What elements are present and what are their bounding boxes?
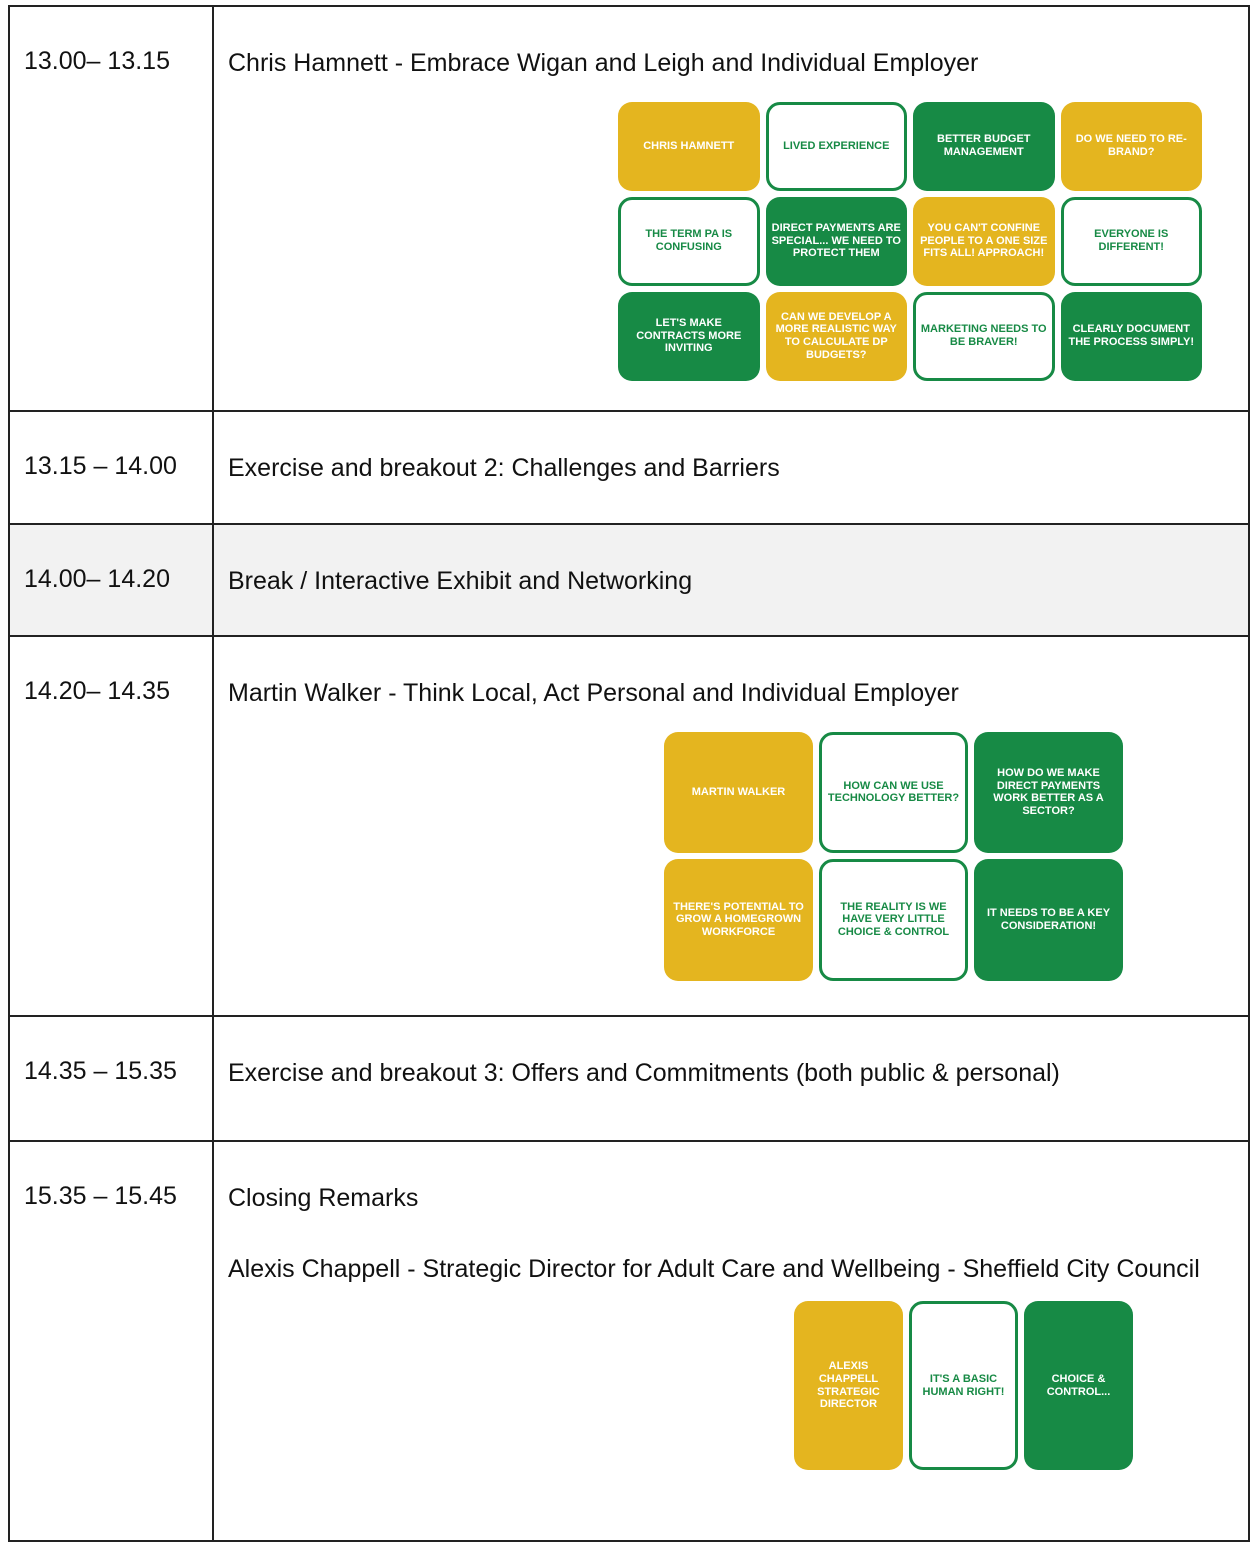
illustration-label: EVERYONE IS DIFFERENT!	[1060, 196, 1202, 286]
illustration: ALEXIS CHAPPELL STRATEGIC DIRECTOR IT'S A…	[786, 1293, 1141, 1478]
time-cell: 14.35 – 15.35	[8, 1015, 214, 1142]
agenda-row: 14.00– 14.20 Break / Interactive Exhibit …	[8, 522, 1250, 637]
illustration-label: DO WE NEED TO RE-BRAND?	[1060, 101, 1202, 191]
session-text: Chris Hamnett - Embrace Wigan and Leigh …	[228, 49, 979, 77]
illustration: CHRIS HAMNETT LIVED EXPERIENCE BETTER BUDG…	[610, 93, 1210, 389]
content-cell: Martin Walker - Think Local, Act Persona…	[212, 635, 1250, 1017]
session-text: Exercise and breakout 2: Challenges and …	[228, 454, 780, 482]
content-cell: Closing Remarks Alexis Chappell - Strateg…	[212, 1140, 1250, 1542]
illustration-label: MARTIN WALKER	[664, 731, 813, 853]
agenda-row: 14.20– 14.35 Martin Walker - Think Local,…	[8, 635, 1250, 1017]
session-text: Closing Remarks	[228, 1184, 419, 1212]
session-text: Exercise and breakout 3: Offers and Comm…	[228, 1059, 1060, 1087]
session-text: Martin Walker - Think Local, Act Persona…	[228, 679, 959, 707]
illustration-label: HOW DO WE MAKE DIRECT PAYMENTS WORK BETT…	[974, 731, 1123, 853]
illustration-label: THERE'S POTENTIAL TO GROW A HOMEGROWN WO…	[664, 859, 813, 981]
illustration-label: CHOICE & CONTROL...	[1024, 1301, 1133, 1470]
illustration-label: THE TERM PA IS CONFUSING	[618, 196, 760, 286]
agenda-row: 13.00– 13.15 Chris Hamnett - Embrace Wiga…	[8, 5, 1250, 412]
agenda-table: 13.00– 13.15 Chris Hamnett - Embrace Wiga…	[8, 5, 1250, 1542]
illustration-label: CLEARLY DOCUMENT THE PROCESS SIMPLY!	[1060, 291, 1202, 381]
time-cell: 15.35 – 15.45	[8, 1140, 214, 1542]
content-cell: Chris Hamnett - Embrace Wigan and Leigh …	[212, 5, 1250, 412]
agenda-row: 13.15 – 14.00 Exercise and breakout 2: Ch…	[8, 410, 1250, 525]
illustration-label: CHRIS HAMNETT	[618, 101, 760, 191]
illustration-label: YOU CAN'T CONFINE PEOPLE TO A ONE SIZE F…	[913, 196, 1055, 286]
illustration-label: DIRECT PAYMENTS ARE SPECIAL... WE NEED T…	[765, 196, 907, 286]
time-cell: 13.15 – 14.00	[8, 410, 214, 525]
time-cell: 14.20– 14.35	[8, 635, 214, 1017]
illustration-label: LIVED EXPERIENCE	[765, 101, 907, 191]
session-text: Break / Interactive Exhibit and Networki…	[228, 566, 693, 595]
illustration-label: HOW CAN WE USE TECHNOLOGY BETTER?	[819, 731, 968, 853]
illustration-label: MARKETING NEEDS TO BE BRAVER!	[913, 291, 1055, 381]
illustration-label: LET'S MAKE CONTRACTS MORE INVITING	[618, 291, 760, 381]
illustration-label: IT NEEDS TO BE A KEY CONSIDERATION!	[974, 859, 1123, 981]
agenda-row: 14.35 – 15.35 Exercise and breakout 3: Of…	[8, 1015, 1250, 1142]
time-cell: 14.00– 14.20	[8, 522, 214, 637]
illustration-label: IT'S A BASIC HUMAN RIGHT!	[909, 1301, 1018, 1470]
content-cell: Break / Interactive Exhibit and Networki…	[212, 522, 1250, 637]
agenda-row: 15.35 – 15.45 Closing Remarks Alexis Chapp…	[8, 1140, 1250, 1542]
illustration-label: ALEXIS CHAPPELL STRATEGIC DIRECTOR	[794, 1301, 903, 1470]
illustration-label: THE REALITY IS WE HAVE VERY LITTLE CHOIC…	[819, 859, 968, 981]
content-cell: Exercise and breakout 2: Challenges and …	[212, 410, 1250, 525]
content-cell: Exercise and breakout 3: Offers and Comm…	[212, 1015, 1250, 1142]
illustration-label: CAN WE DEVELOP A MORE REALISTIC WAY TO C…	[765, 291, 907, 381]
illustration: MARTIN WALKER HOW CAN WE USE TECHNOLOGY B…	[656, 723, 1131, 989]
illustration-label: BETTER BUDGET MANAGEMENT	[913, 101, 1055, 191]
page: 13.00– 13.15 Chris Hamnett - Embrace Wiga…	[8, 5, 1250, 1542]
time-cell: 13.00– 13.15	[8, 5, 214, 412]
session-text: Alexis Chappell - Strategic Director for…	[228, 1254, 1200, 1283]
